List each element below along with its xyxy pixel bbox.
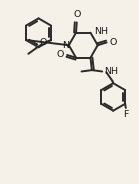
Text: N: N — [62, 41, 69, 50]
Text: NH: NH — [104, 67, 118, 76]
Text: O: O — [57, 50, 64, 59]
Text: O: O — [110, 38, 117, 47]
Text: O: O — [73, 10, 80, 19]
Text: O: O — [40, 38, 47, 47]
Text: F: F — [123, 110, 128, 119]
Text: NH: NH — [95, 27, 109, 36]
